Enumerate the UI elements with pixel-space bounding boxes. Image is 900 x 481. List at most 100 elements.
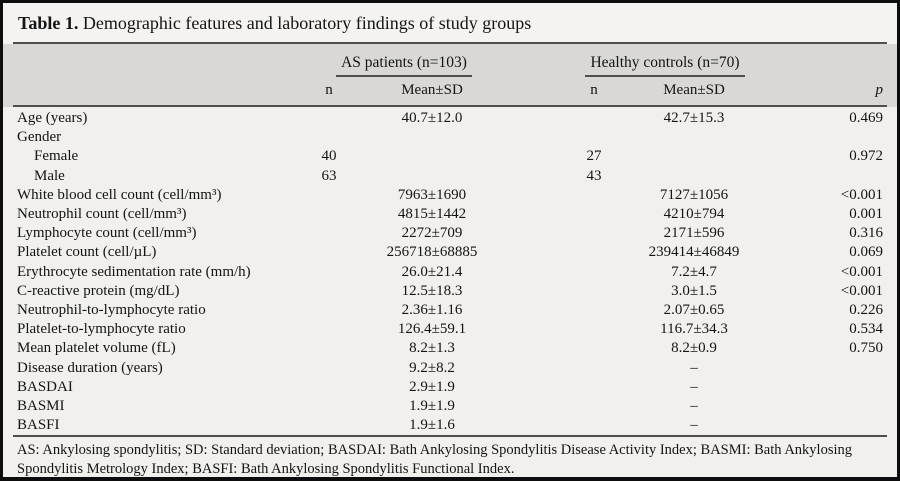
table-row: BASDAI 2.9±1.9 – [3,378,897,397]
table-row: Male 63 43 [3,167,897,186]
hc-mean-sd-cell: 7127±1056 [659,186,729,203]
table-number: Table 1. [18,13,79,33]
group-as-patients: AS patients (n=103) [301,52,507,77]
group-as-patients-label: AS patients (n=103) [336,52,472,77]
table-row: Mean platelet volume (fL) 8.2±1.3 8.2±0.… [3,339,897,358]
row-label: Neutrophil-to-lymphocyte ratio [17,302,206,319]
p-value-cell: <0.001 [840,282,883,299]
hc-mean-sd-header: Mean±SD [663,82,725,98]
hc-mean-sd-cell: 3.0±1.5 [671,282,717,299]
p-value-cell: <0.001 [840,186,883,203]
table-row: Neutrophil count (cell/mm³) 4815±1442 42… [3,205,897,224]
hc-mean-sd-cell: 2171±596 [663,225,725,242]
table-row: C-reactive protein (mg/dL) 12.5±18.3 3.0… [3,282,897,301]
as-mean-sd-cell: 2.9±1.9 [409,378,455,395]
group-healthy-controls-label: Healthy controls (n=70) [585,52,745,77]
footnote-text: AS: Ankylosing spondylitis; SD: Standard… [17,442,852,478]
header-rule [13,105,887,107]
row-label: Platelet count (cell/µL) [17,244,157,261]
hc-mean-sd-cell: – [690,359,698,376]
as-mean-sd-cell: 2.36±1.16 [401,302,463,319]
table-body: Age (years) 40.7±12.0 42.7±15.3 0.469 Ge… [3,107,897,435]
sub-header-row: n Mean±SD n Mean±SD p [3,77,897,103]
as-mean-sd-cell: 26.0±21.4 [401,263,463,280]
p-value-cell: 0.469 [849,110,883,126]
table-row: White blood cell count (cell/mm³) 7963±1… [3,186,897,205]
row-label: Lymphocyte count (cell/mm³) [17,225,197,242]
table-title-bar: Table 1. Demographic features and labora… [3,3,897,44]
as-mean-sd-cell: 40.7±12.0 [401,110,463,126]
as-mean-sd-cell: 256718±68885 [386,244,478,261]
row-label: Gender [17,129,62,146]
row-label: BASDAI [17,378,73,395]
as-n-header: n [325,82,333,98]
hc-mean-sd-cell: 4210±794 [663,206,725,223]
hc-n-header: n [590,82,598,98]
as-mean-sd-cell: 1.9±1.9 [409,398,455,415]
hc-n-cell: 27 [586,148,602,165]
row-label: BASMI [17,398,65,415]
table-row: BASMI 1.9±1.9 – [3,397,897,416]
group-header-row: AS patients (n=103) Healthy controls (n=… [3,52,897,77]
as-mean-sd-cell: 8.2±1.3 [409,340,455,357]
row-label: Female [34,148,79,165]
table-row: Neutrophil-to-lymphocyte ratio 2.36±1.16… [3,301,897,320]
table-row: Gender [3,128,897,147]
p-value-cell: <0.001 [840,263,883,280]
as-mean-sd-cell: 2272±709 [401,225,463,242]
hc-mean-sd-cell: 239414±46849 [648,244,740,261]
as-n-cell: 40 [321,148,337,165]
row-label: Erythrocyte sedimentation rate (mm/h) [17,263,251,280]
as-mean-sd-cell: 12.5±18.3 [401,282,463,299]
as-mean-sd-header: Mean±SD [401,82,463,98]
row-label: White blood cell count (cell/mm³) [17,186,222,203]
hc-mean-sd-cell: 116.7±34.3 [660,321,728,338]
p-value-cell: 0.069 [849,244,883,261]
table-row: BASFI 1.9±1.6 – [3,416,897,435]
group-healthy-controls: Healthy controls (n=70) [565,52,765,77]
table-caption: Demographic features and laboratory find… [82,13,532,33]
as-mean-sd-cell: 1.9±1.6 [409,417,455,434]
hc-mean-sd-cell: – [690,398,698,415]
table-row: Age (years) 40.7±12.0 42.7±15.3 0.469 [3,109,897,128]
table-title: Table 1. Demographic features and labora… [3,11,897,35]
table-row: Female 40 27 0.972 [3,147,897,166]
row-label: Neutrophil count (cell/mm³) [17,206,187,223]
p-value-cell: 0.001 [849,206,883,223]
row-label: Platelet-to-lymphocyte ratio [17,321,186,338]
table-header: AS patients (n=103) Healthy controls (n=… [3,44,897,107]
table-row: Erythrocyte sedimentation rate (mm/h) 26… [3,263,897,282]
as-mean-sd-cell: 7963±1690 [397,186,467,203]
row-label: Mean platelet volume (fL) [17,340,176,357]
as-mean-sd-cell: 4815±1442 [397,206,467,223]
hc-mean-sd-cell: – [690,378,698,395]
hc-mean-sd-cell: 7.2±4.7 [671,263,717,280]
p-value-cell: 0.226 [849,302,883,319]
p-value-cell: 0.534 [849,321,883,338]
table-row: Platelet-to-lymphocyte ratio 126.4±59.1 … [3,320,897,339]
hc-mean-sd-cell: 2.07±0.65 [663,302,725,319]
p-value-cell: 0.316 [849,225,883,242]
hc-mean-sd-cell: 8.2±0.9 [671,340,717,357]
as-n-cell: 63 [321,167,337,184]
as-mean-sd-cell: 9.2±8.2 [409,359,455,376]
p-value-cell: 0.972 [849,148,883,165]
hc-mean-sd-cell: – [690,417,698,434]
row-label: Age (years) [17,110,88,126]
title-rule [13,42,887,44]
row-label: Male [34,167,65,184]
footnote-rule [13,435,887,438]
as-mean-sd-cell: 126.4±59.1 [397,321,467,338]
row-label: BASFI [17,417,60,434]
hc-n-cell: 43 [586,167,602,184]
hc-mean-sd-cell: 42.7±15.3 [663,110,725,126]
table-row: Lymphocyte count (cell/mm³) 2272±709 217… [3,224,897,243]
table-footnote: AS: Ankylosing spondylitis; SD: Standard… [3,435,897,478]
p-value-header: p [875,82,884,98]
p-value-cell: 0.750 [849,340,883,357]
table-row: Disease duration (years) 9.2±8.2 – [3,359,897,378]
table-row: Platelet count (cell/µL) 256718±68885 23… [3,243,897,262]
row-label: Disease duration (years) [17,359,163,376]
row-label: C-reactive protein (mg/dL) [17,282,180,299]
